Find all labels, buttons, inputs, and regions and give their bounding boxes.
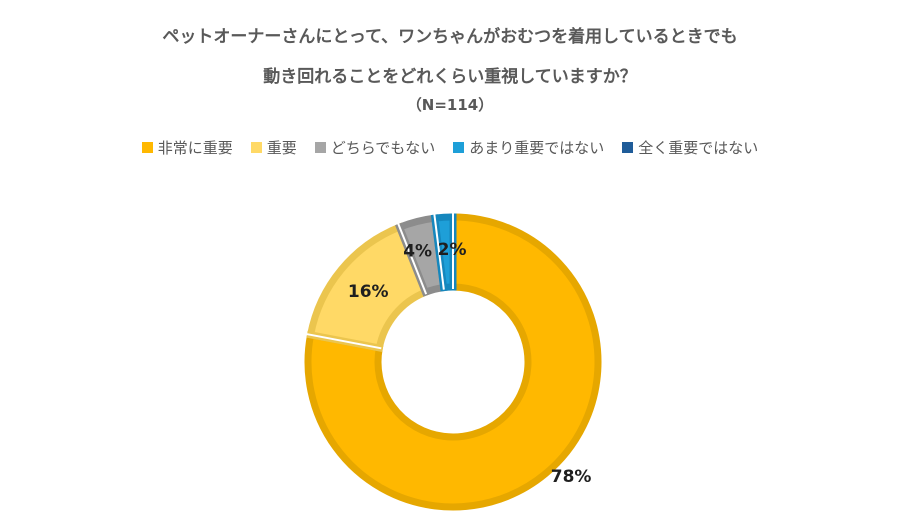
slice-separator — [433, 214, 445, 290]
data-label-not-very-important: 2% — [438, 240, 467, 260]
legend-item-not-very-important: あまり重要ではない — [453, 137, 604, 158]
legend-swatch — [453, 142, 465, 153]
legend-label: 全く重要ではない — [638, 139, 759, 157]
legend-item-not-important-at-all: 全く重要ではない — [622, 137, 758, 158]
legend-label: あまり重要ではない — [469, 139, 605, 157]
legend-swatch — [250, 142, 262, 153]
legend-item-very-important: 非常に重要 — [141, 137, 233, 158]
legend-label: 非常に重要 — [157, 139, 233, 157]
data-label-neutral: 4% — [403, 241, 432, 261]
slice-separator — [306, 333, 382, 350]
donut-slice-very-important — [304, 213, 602, 511]
legend: 非常に重要 重要 どちらでもない あまり重要ではない 全く重要ではない — [0, 137, 900, 158]
chart-title-line1: ペットオーナーさんにとって、ワンちゃんがおむつを着用しているときでも — [162, 27, 738, 47]
slice-separator — [397, 223, 428, 295]
data-label-very-important: 78% — [551, 467, 592, 487]
legend-swatch — [314, 142, 326, 153]
sample-size: （N=114） — [406, 96, 494, 114]
legend-label: 重要 — [266, 139, 297, 157]
legend-item-neutral: どちらでもない — [314, 137, 436, 158]
data-label-important: 16% — [348, 282, 389, 302]
legend-swatch — [141, 142, 153, 153]
legend-item-important: 重要 — [250, 137, 297, 158]
legend-label: どちらでもない — [330, 139, 436, 157]
chart-title-line2: 動き回れることをどれくらい重視していますか？ — [263, 67, 637, 87]
legend-swatch — [622, 142, 634, 153]
